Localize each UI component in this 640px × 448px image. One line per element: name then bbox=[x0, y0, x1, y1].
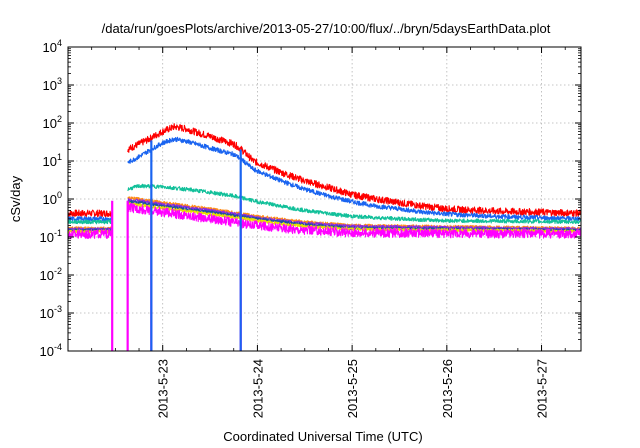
chart-title: /data/run/goesPlots/archive/2013-05-27/1… bbox=[102, 21, 551, 36]
y-tick-label: 103 bbox=[43, 76, 62, 93]
grid bbox=[68, 47, 581, 351]
y-tick-label: 10-1 bbox=[40, 228, 62, 245]
x-tick-label: 2013-5-24 bbox=[250, 359, 265, 418]
y-tick-label: 101 bbox=[43, 152, 62, 169]
series-line-8 bbox=[68, 228, 113, 240]
y-tick-label: 100 bbox=[43, 190, 62, 207]
x-tick-label: 2013-5-25 bbox=[345, 359, 360, 418]
y-axis: 10-4 10-3 10-2 10-1 100 101 102 103 104 bbox=[40, 38, 581, 359]
y-tick-label: 102 bbox=[43, 114, 62, 131]
x-tick-label: 2013-5-23 bbox=[156, 359, 171, 418]
series-line-1 bbox=[68, 209, 113, 218]
x-tick-label: 2013-5-26 bbox=[440, 359, 455, 418]
series-group bbox=[68, 123, 581, 351]
y-tick-label: 10-3 bbox=[40, 304, 62, 321]
y-tick-label: 10-4 bbox=[40, 342, 62, 359]
x-axis-label: Coordinated Universal Time (UTC) bbox=[223, 429, 422, 444]
x-axis: 2013-5-23 2013-5-24 2013-5-25 2013-5-26 2013… bbox=[91, 47, 566, 418]
x-tick-label: 2013-5-27 bbox=[535, 359, 550, 418]
y-axis-label: cSv/day bbox=[8, 175, 23, 222]
series-line-3 bbox=[127, 183, 581, 225]
series-line-1 bbox=[127, 123, 581, 218]
series-line-2 bbox=[127, 136, 581, 222]
series-line-8 bbox=[127, 202, 581, 239]
y-tick-label: 104 bbox=[43, 38, 62, 55]
y-tick-label: 10-2 bbox=[40, 266, 62, 283]
series-line-3 bbox=[68, 219, 113, 225]
